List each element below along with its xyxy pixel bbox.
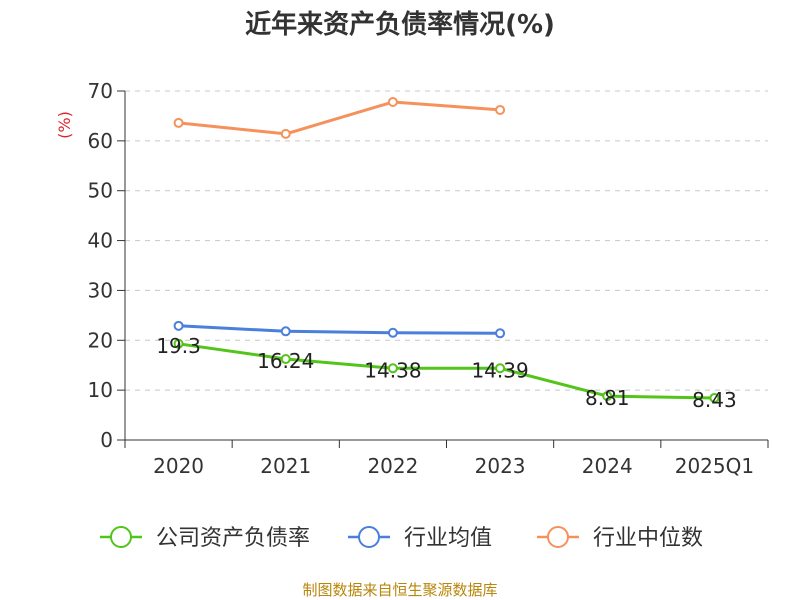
- y-tick-label: 0: [100, 428, 113, 452]
- data-point-2: [280, 128, 291, 139]
- y-axis-label: (%): [55, 111, 74, 139]
- legend-marker: [358, 526, 380, 548]
- x-tick-label: 2025Q1: [675, 454, 754, 478]
- data-point-2: [387, 96, 398, 107]
- legend-marker: [547, 526, 569, 548]
- x-tick-label: 2021: [260, 454, 311, 478]
- data-label: 16.24: [257, 349, 314, 373]
- y-tick-label: 10: [88, 378, 113, 402]
- x-tick-label: 2024: [582, 454, 633, 478]
- data-point-0: [709, 392, 720, 403]
- series-line-2: [178, 100, 501, 136]
- data-label: 14.39: [471, 358, 528, 382]
- data-point-2: [173, 117, 184, 128]
- data-point-1: [495, 328, 506, 339]
- data-point-1: [387, 327, 398, 338]
- legend-label: 行业中位数: [593, 526, 703, 551]
- data-label: 8.43: [692, 388, 737, 412]
- y-tick-label: 20: [88, 328, 113, 352]
- y-tick-label: 30: [88, 278, 113, 302]
- data-point-0: [173, 338, 184, 349]
- series-line-1: [178, 324, 501, 335]
- x-tick-label: 2023: [475, 454, 526, 478]
- data-point-0: [602, 391, 613, 402]
- series-line-0: [178, 342, 715, 400]
- data-label: 8.81: [585, 386, 630, 410]
- legend-marker: [110, 526, 132, 548]
- legend-label: 公司资产负债率: [156, 526, 310, 551]
- legend-label: 行业均值: [404, 526, 492, 551]
- data-point-0: [280, 354, 291, 365]
- y-tick-label: 50: [88, 179, 113, 203]
- chart-title: 近年来资产负债率情况(%): [245, 10, 555, 40]
- data-label: 14.38: [364, 358, 421, 382]
- y-tick-label: 40: [88, 229, 113, 253]
- x-tick-label: 2022: [367, 454, 418, 478]
- data-point-1: [280, 326, 291, 337]
- data-point-2: [495, 104, 506, 115]
- data-point-0: [387, 363, 398, 374]
- data-label: 19.3: [156, 334, 201, 358]
- data-source: 制图数据来自恒生聚源数据库: [302, 581, 498, 599]
- y-tick-label: 70: [88, 79, 113, 103]
- y-tick-label: 60: [88, 129, 113, 153]
- x-tick-label: 2020: [153, 454, 204, 478]
- data-point-1: [173, 320, 184, 331]
- data-point-0: [495, 363, 506, 374]
